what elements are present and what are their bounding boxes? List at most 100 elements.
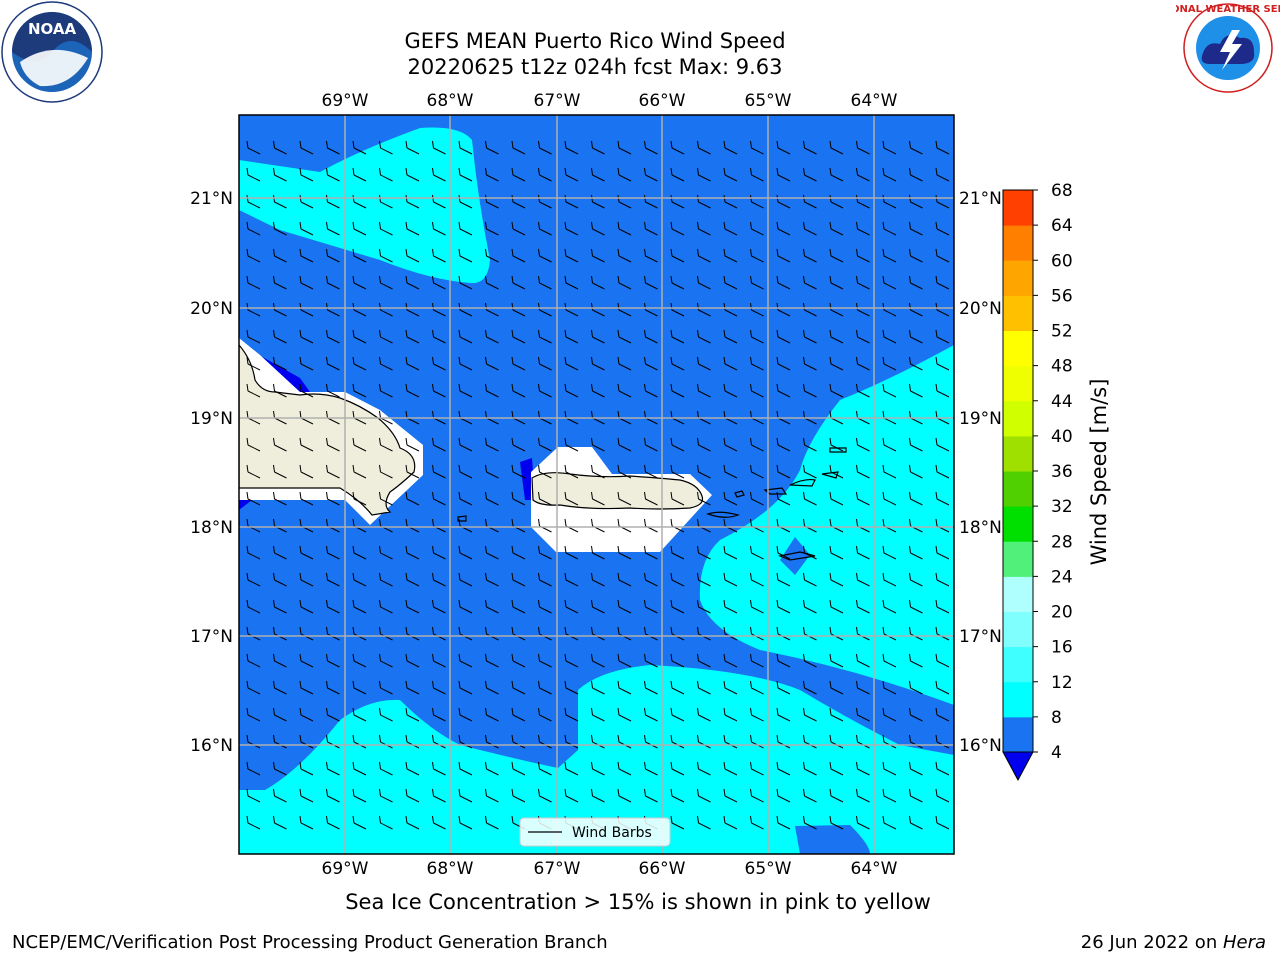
noaa-logo: NOAA (1, 1, 103, 103)
wind-barb (856, 815, 870, 830)
wind-barb (458, 788, 473, 803)
wind-barb (538, 140, 552, 155)
wind-barb (670, 329, 685, 344)
wind-barb (379, 491, 393, 506)
wind-barb (856, 248, 870, 263)
wind-barb (776, 302, 791, 317)
chart-subtitle: 20220625 t12z 024h fcst Max: 9.63 (407, 55, 783, 79)
wind-barb (591, 626, 605, 641)
wind-barb (750, 383, 764, 398)
wind-barb (776, 707, 791, 722)
wind-barb (591, 356, 605, 371)
wind-barb (856, 707, 870, 722)
wind-barb (352, 599, 367, 614)
wind-barb (750, 680, 764, 695)
wind-barb (776, 464, 791, 479)
wind-barb (617, 599, 632, 614)
wind-barb (935, 788, 950, 803)
wind-barb (405, 545, 420, 560)
wind-barb (750, 302, 764, 317)
wind-barb (405, 707, 420, 722)
wind-barb (485, 761, 499, 776)
wind-barb (776, 545, 791, 560)
wind-barb (697, 248, 711, 263)
wind-barb (803, 464, 817, 479)
wind-barb (326, 680, 340, 695)
wind-barb (670, 437, 685, 452)
lat-label-right: 21°N (959, 189, 1002, 209)
wind-barb (485, 275, 499, 290)
wind-barb (909, 464, 923, 479)
wind-barb (511, 707, 526, 722)
wind-barb (485, 167, 499, 182)
wind-barb (723, 815, 738, 830)
wind-barb (829, 248, 844, 263)
wind-barb (299, 302, 314, 317)
wind-barb (856, 572, 870, 587)
wind-barb (246, 599, 261, 614)
colorbar-tick-label: 40 (1051, 427, 1073, 447)
wind-barb (485, 356, 499, 371)
wind-barb (352, 626, 367, 641)
wind-barb (644, 572, 658, 587)
wind-barb (803, 356, 817, 371)
wind-barb (829, 572, 844, 587)
wind-barb (299, 356, 314, 371)
wind-barb (723, 788, 738, 803)
colorbar-tick-label: 24 (1051, 567, 1073, 587)
colorbar-tick-label: 68 (1051, 181, 1073, 201)
wind-barb (776, 356, 791, 371)
wind-barb (405, 410, 420, 425)
lon-label-top: 67°W (534, 91, 581, 111)
wind-barb (670, 653, 685, 668)
wind-barb (829, 464, 844, 479)
wind-barb (352, 275, 367, 290)
wind-barb (644, 680, 658, 695)
wind-barb (273, 599, 287, 614)
wind-barb (564, 761, 579, 776)
wind-barb (591, 491, 605, 506)
wind-barb (644, 302, 658, 317)
wind-barb (723, 221, 738, 236)
wind-barb (909, 356, 923, 371)
wind-barb (564, 653, 579, 668)
wind-barb (909, 383, 923, 398)
colorbar-tick-label: 4 (1051, 743, 1062, 763)
wind-barb (458, 329, 473, 344)
wind-barb (591, 167, 605, 182)
wind-barb (856, 329, 870, 344)
wind-barb (829, 356, 844, 371)
wind-barb (511, 221, 526, 236)
lon-label-top: 65°W (745, 91, 792, 111)
footer-machine: Hera (1222, 932, 1266, 953)
wind-barb (617, 680, 632, 695)
wind-barb (432, 437, 446, 452)
wind-barb (591, 572, 605, 587)
wind-barb (352, 410, 367, 425)
wind-barb (246, 653, 261, 668)
wind-barb (909, 248, 923, 263)
colorbar-under-arrow (1002, 751, 1034, 782)
wind-barb (803, 491, 817, 506)
wind-barb (326, 167, 340, 182)
wind-barb (379, 572, 393, 587)
wind-barb (750, 356, 764, 371)
wind-barb (405, 356, 420, 371)
wind-barb (352, 653, 367, 668)
wind-barb (326, 545, 340, 560)
wind-barb (935, 248, 950, 263)
wind-barb (405, 572, 420, 587)
wind-barb (723, 464, 738, 479)
wind-barb (670, 383, 685, 398)
wind-barb (326, 275, 340, 290)
wind-barb (803, 599, 817, 614)
colorbar-tick-label: 52 (1051, 322, 1073, 342)
wind-barb (379, 356, 393, 371)
wind-barb (750, 167, 764, 182)
wind-barb (246, 761, 261, 776)
wind-barb (458, 140, 473, 155)
wind-barb (432, 383, 446, 398)
wind-barb (591, 275, 605, 290)
wind-barb (697, 410, 711, 425)
wind-barb (485, 140, 499, 155)
